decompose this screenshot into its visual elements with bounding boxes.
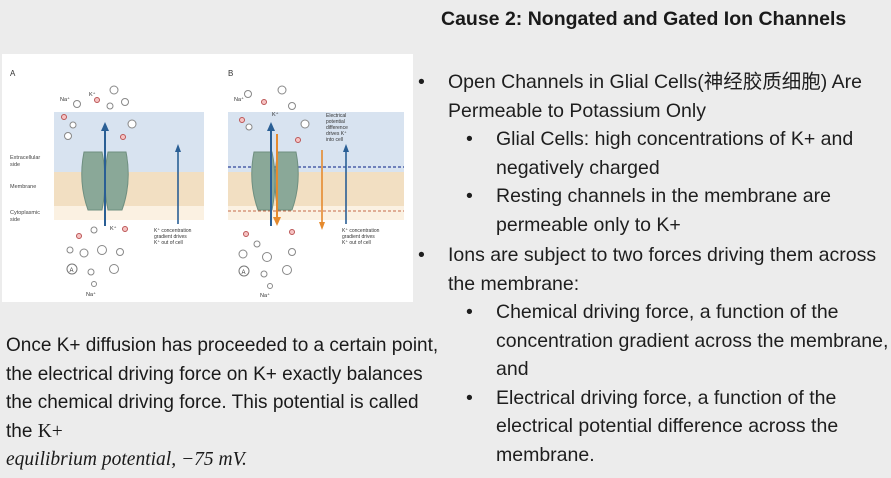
ion-circle	[127, 119, 137, 129]
bullet-electrical-force: Electrical driving force, a function of …	[418, 384, 891, 470]
ion-circle	[300, 119, 310, 129]
extracellular-label-line1: Extracellular	[10, 155, 40, 161]
ion-circle	[76, 233, 82, 239]
anion-label-b: A	[242, 270, 246, 276]
chem-note-b-line2: gradient drives	[342, 234, 375, 240]
ion-channel-diagram: A Extracellular side Membrane Cytoplasmi…	[2, 54, 413, 302]
ion-na-label-b: Na⁺	[234, 96, 244, 103]
bullet-list: Open Channels in Glial Cells(神经胶质细胞) Are…	[418, 68, 891, 469]
ion-circle	[261, 99, 267, 105]
cytoplasm-top-b	[228, 206, 404, 220]
chem-note-a-line2: gradient drives	[154, 234, 187, 240]
chem-gradient-arrowhead-b	[343, 144, 349, 152]
ion-circle	[267, 283, 273, 289]
ion-circle	[260, 270, 268, 278]
channel-subunit-right-b	[274, 151, 299, 211]
ion-circle	[262, 252, 272, 262]
elec-note-line1: Electrical	[326, 113, 346, 119]
ion-circle	[253, 240, 261, 248]
ion-k-label-a: K⁺	[89, 91, 96, 98]
ion-circle	[94, 97, 100, 103]
ion-na-inside-label-a: Na⁺	[86, 291, 96, 298]
ion-circle	[277, 85, 287, 95]
anion-circle-b	[238, 265, 250, 277]
elec-note-line5: into cell	[326, 137, 343, 143]
elec-note-line4: drives K⁺	[326, 131, 347, 137]
ion-circle	[116, 248, 124, 256]
membrane-label: Membrane	[10, 184, 36, 190]
panel-b: B Na⁺ K⁺ Electrical potential	[228, 69, 404, 299]
ion-circle	[91, 281, 97, 287]
ion-circle	[243, 231, 249, 237]
ion-circle	[238, 249, 248, 259]
ion-circle	[79, 248, 89, 258]
cytoplasm-top-a	[54, 206, 204, 220]
ion-na-label-a: Na⁺	[60, 96, 70, 103]
panel-a-label: A	[10, 69, 16, 78]
ion-circle	[288, 248, 296, 256]
panel-a: A Extracellular side Membrane Cytoplasmi…	[10, 69, 204, 298]
ion-circle	[106, 102, 114, 110]
channel-subunit-left-a	[81, 151, 106, 211]
ion-circle	[122, 226, 128, 232]
cytoplasmic-label-line2: side	[10, 217, 20, 223]
bullet-two-forces: Ions are subject to two forces driving t…	[418, 241, 891, 298]
ion-circle	[90, 226, 98, 234]
ion-circle	[109, 264, 119, 274]
ion-circle	[244, 90, 252, 98]
bullet-chemical-force: Chemical driving force, a function of th…	[418, 298, 891, 384]
elec-force-arrowhead	[319, 222, 325, 230]
ion-circle	[288, 102, 296, 110]
chem-note-b-line1: K⁺ concentration	[342, 228, 380, 234]
ion-circle	[109, 85, 119, 95]
caption-kplus: K+	[37, 420, 63, 442]
ion-k-inside-label-a: K⁺	[110, 225, 117, 232]
slide-title: Cause 2: Nongated and Gated Ion Channels	[441, 8, 847, 30]
anion-circle-a	[66, 263, 78, 275]
ion-k-label-b: K⁺	[272, 111, 279, 118]
ion-na-inside-label-b: Na⁺	[260, 292, 270, 299]
ion-circle	[97, 245, 107, 255]
extracellular-label-line2: side	[10, 162, 20, 168]
k-efflux-arrowhead-a	[101, 122, 109, 131]
chem-note-a-line1: K⁺ concentration	[154, 228, 192, 234]
membrane-a	[54, 172, 204, 206]
chem-note-a-line3: K⁺ out of cell	[154, 240, 183, 246]
ion-circle	[121, 98, 129, 106]
bullet-glial-channels: Open Channels in Glial Cells(神经胶质细胞) Are…	[418, 68, 891, 125]
ion-circle	[239, 117, 245, 123]
k-efflux-arrowhead-b	[267, 122, 275, 131]
elec-note-line2: potential	[326, 119, 345, 125]
ion-circle	[73, 100, 81, 108]
ion-circle	[120, 134, 126, 140]
ion-circle	[289, 229, 295, 235]
ion-circle	[61, 114, 67, 120]
caption-text: Once K+ diffusion has proceeded to a cer…	[6, 335, 439, 442]
anion-label-a: A	[70, 268, 74, 274]
ion-circle	[295, 137, 301, 143]
bullet-resting-channels: Resting channels in the membrane are per…	[418, 182, 891, 239]
ion-circle	[66, 246, 74, 254]
bullet-glial-cells: Glial Cells: high concentrations of K+ a…	[418, 125, 891, 182]
ion-circle	[282, 265, 292, 275]
caption-paragraph: Once K+ diffusion has proceeded to a cer…	[6, 332, 446, 475]
ion-circle	[245, 123, 253, 131]
elec-note-line3: difference	[326, 125, 348, 131]
chem-note-b-line3: K⁺ out of cell	[342, 240, 371, 246]
ion-circle	[69, 121, 77, 129]
channel-subunit-right-a	[104, 151, 129, 211]
cytoplasmic-label-line1: Cytoplasmic	[10, 210, 40, 216]
panel-b-label: B	[228, 69, 233, 78]
k-influx-arrowhead-b	[273, 217, 281, 226]
caption-equilibrium-potential: equilibrium potential, −75 mV.	[6, 449, 247, 470]
chem-gradient-arrowhead-a	[175, 144, 181, 152]
ion-circle	[87, 268, 95, 276]
ion-circle	[64, 132, 72, 140]
diagram-svg: A Extracellular side Membrane Cytoplasmi…	[10, 69, 404, 299]
